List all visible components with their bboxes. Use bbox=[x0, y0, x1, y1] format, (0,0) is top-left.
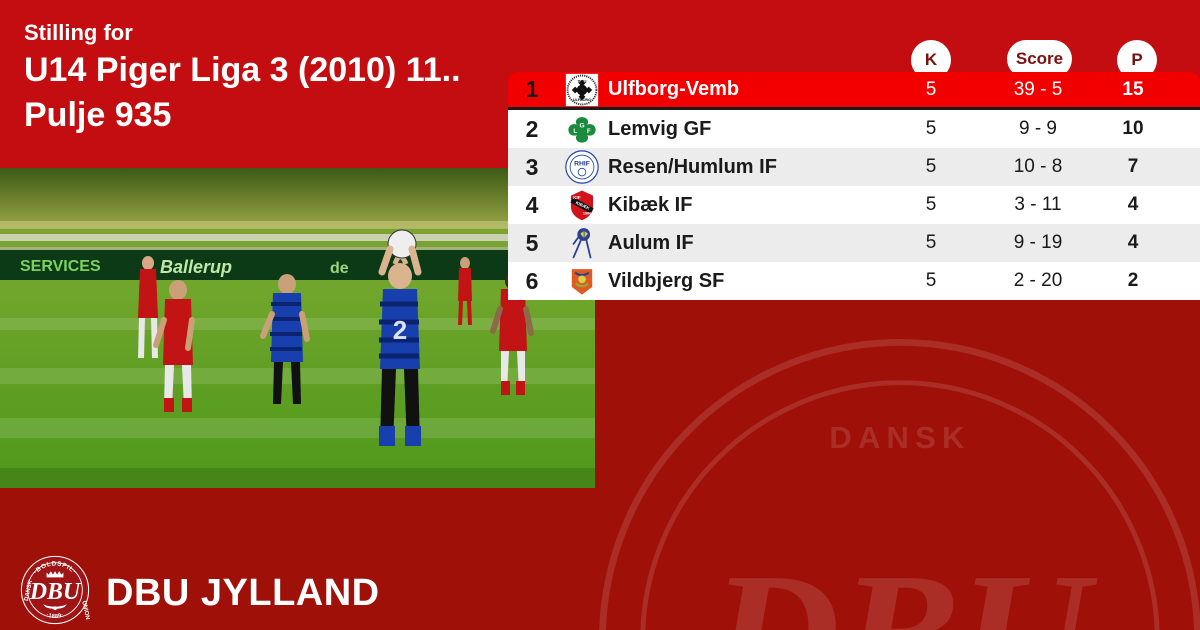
svg-text:1966: 1966 bbox=[583, 211, 591, 215]
svg-text:SHU: SHU bbox=[578, 79, 587, 84]
svg-text:SERVICES: SERVICES bbox=[20, 258, 101, 275]
svg-text:DANSK: DANSK bbox=[829, 420, 970, 455]
svg-text:F: F bbox=[587, 129, 591, 135]
svg-text:DBU: DBU bbox=[29, 579, 82, 605]
svg-text:RHIF: RHIF bbox=[574, 160, 590, 167]
svg-text:2: 2 bbox=[393, 315, 407, 345]
svg-text:G: G bbox=[579, 122, 584, 129]
svg-text:Ballerup: Ballerup bbox=[160, 257, 232, 277]
svg-text:L: L bbox=[573, 129, 577, 135]
svg-text:ULFBORG: ULFBORG bbox=[573, 98, 591, 102]
svg-text:DBU: DBU bbox=[708, 536, 1098, 630]
svg-text:de: de bbox=[330, 260, 349, 277]
